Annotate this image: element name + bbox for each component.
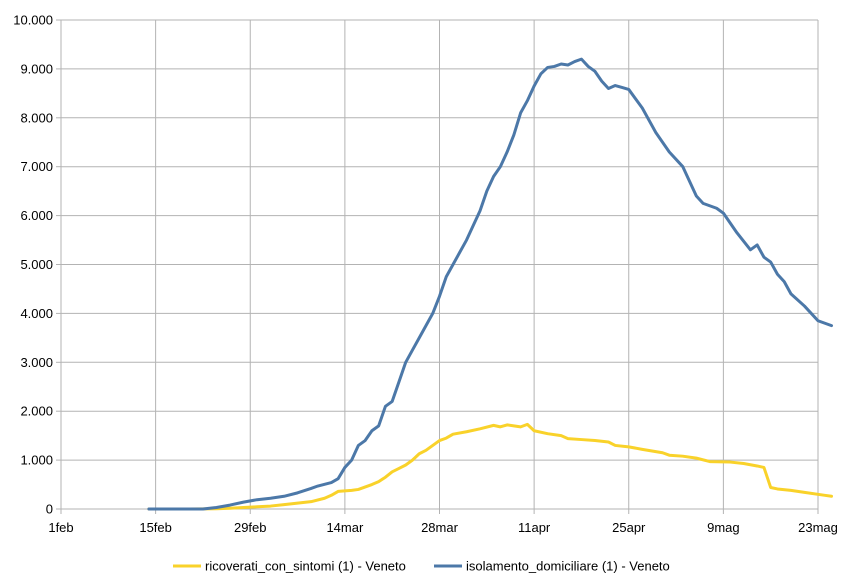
x-tick-label: 15feb bbox=[139, 520, 172, 535]
y-tick-label: 9.000 bbox=[20, 61, 53, 76]
y-tick-label: 10.000 bbox=[13, 13, 53, 28]
x-tick-label: 1feb bbox=[48, 520, 73, 535]
series-2 bbox=[147, 57, 834, 511]
horizontal-gridlines bbox=[56, 19, 818, 510]
y-tick-label: 5.000 bbox=[20, 257, 53, 272]
x-tick-label: 29feb bbox=[234, 520, 267, 535]
x-tick-labels: 1feb 15feb 29feb 14mar 28mar 11apr 25apr 9mag 23… bbox=[48, 520, 838, 535]
legend-item: ricoverati_con_sintomi (1) - Veneto bbox=[173, 559, 406, 574]
x-tick-label: 23mag bbox=[798, 520, 838, 535]
legend-item: isolamento_domiciliare (1) - Veneto bbox=[434, 559, 670, 574]
legend-label: isolamento_domiciliare (1) - Veneto bbox=[466, 559, 670, 574]
x-tick-label: 25apr bbox=[612, 520, 646, 535]
y-tick-label: 0 bbox=[46, 502, 53, 517]
series-line bbox=[147, 57, 834, 511]
y-tick-label: 8.000 bbox=[20, 110, 53, 125]
series-lines bbox=[147, 57, 834, 511]
x-tick-label: 14mar bbox=[326, 520, 364, 535]
y-tick-label: 4.000 bbox=[20, 306, 53, 321]
y-tick-label: 1.000 bbox=[20, 453, 53, 468]
legend: ricoverati_con_sintomi (1) - Veneto isola… bbox=[173, 559, 670, 574]
legend-label: ricoverati_con_sintomi (1) - Veneto bbox=[205, 559, 406, 574]
x-tick-label: 28mar bbox=[421, 520, 459, 535]
y-tick-label: 3.000 bbox=[20, 355, 53, 370]
y-tick-label: 2.000 bbox=[20, 404, 53, 419]
x-tick-label: 11apr bbox=[518, 520, 551, 535]
y-tick-labels: 0 1.000 2.000 3.000 4.000 5.000 6.000 7.000 8.00… bbox=[13, 13, 53, 517]
series-line bbox=[147, 422, 834, 511]
y-tick-label: 7.000 bbox=[20, 159, 53, 174]
y-tick-label: 6.000 bbox=[20, 208, 53, 223]
series-1 bbox=[147, 422, 834, 511]
x-tick-label: 9mag bbox=[707, 520, 740, 535]
